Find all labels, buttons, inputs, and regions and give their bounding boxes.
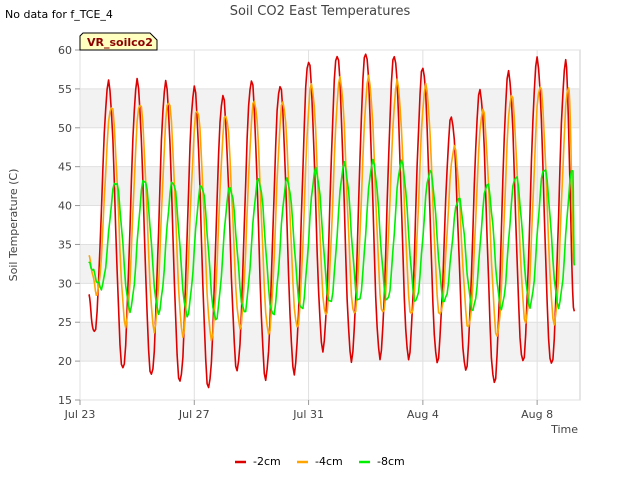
x-tick-label: Aug 8 <box>521 408 553 421</box>
x-tick-label: Jul 23 <box>64 408 96 421</box>
y-tick-label: 25 <box>58 316 72 329</box>
vr-soilco2-badge: VR_soilco2 <box>79 32 158 51</box>
y-tick-label: 15 <box>58 394 72 407</box>
y-tick-label: 20 <box>58 355 72 368</box>
y-tick-label: 55 <box>58 83 72 96</box>
y-tick-label: 45 <box>58 161 72 174</box>
y-tick-label: 60 <box>58 44 72 57</box>
legend: -2cm -4cm -8cm <box>235 455 405 468</box>
x-axis-label: Time <box>550 423 578 436</box>
badge-shape <box>79 32 158 51</box>
y-tick-label: 35 <box>58 238 72 251</box>
series-line-8cm <box>88 158 576 321</box>
x-tick-label: Jul 31 <box>292 408 324 421</box>
legend-entry-label: -8cm <box>377 455 405 468</box>
x-axis-ticks: Jul 23 Jul 27 Jul 31 Aug 4 Aug 8 <box>64 400 553 421</box>
status-note: No data for f_TCE_4 <box>5 8 113 21</box>
y-tick-label: 30 <box>58 277 72 290</box>
badge-label: VR_soilco2 <box>87 36 153 49</box>
y-tick-label: 40 <box>58 200 72 213</box>
series-lines <box>88 53 576 389</box>
series-line-4cm <box>88 74 576 342</box>
legend-entry-label: -2cm <box>253 455 281 468</box>
y-axis-ticks: 15 20 25 30 35 40 45 50 55 60 <box>58 44 80 407</box>
chart-title: Soil CO2 East Temperatures <box>230 4 411 19</box>
legend-entry-label: -4cm <box>315 455 343 468</box>
series-line-2cm <box>88 53 576 389</box>
x-tick-label: Jul 27 <box>178 408 210 421</box>
x-tick-label: Aug 4 <box>407 408 439 421</box>
y-axis-label: Soil Temperature (C) <box>7 169 20 282</box>
y-tick-label: 50 <box>58 122 72 135</box>
